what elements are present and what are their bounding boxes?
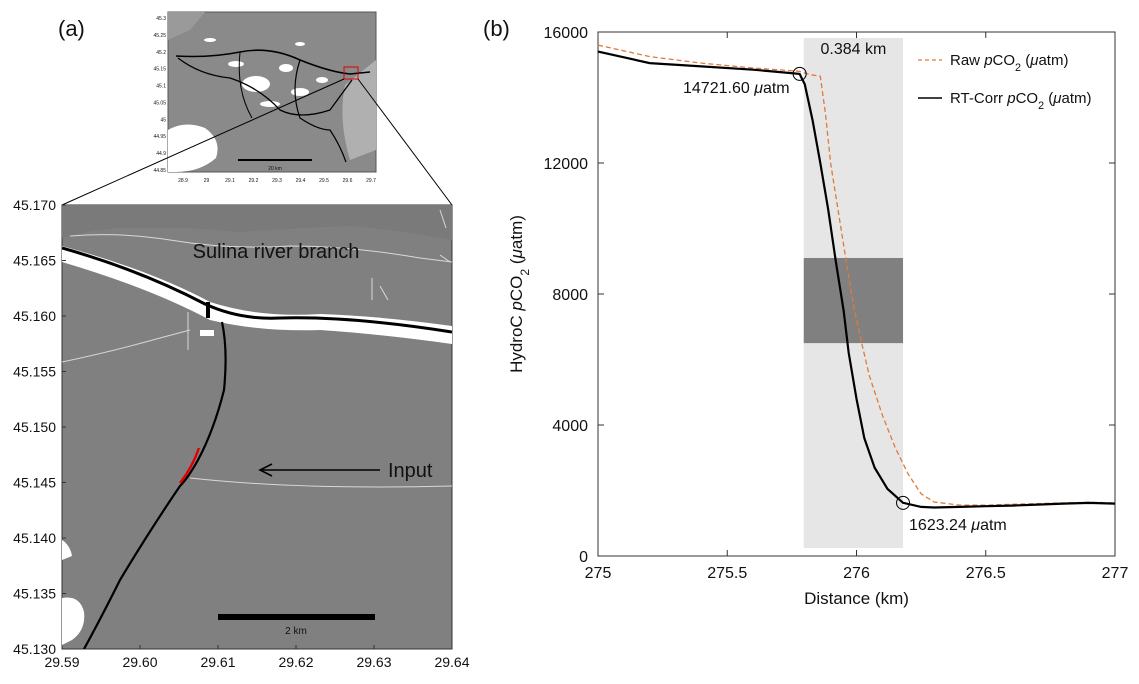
inset-lon-tick-label: 29.4 (296, 178, 306, 184)
detail-lon-tick-label: 29.64 (434, 654, 469, 670)
inset-lon-tick-label: 28.9 (178, 178, 188, 184)
inset-lake-2 (279, 64, 293, 72)
x-tick-label: 277 (1102, 565, 1129, 582)
detail-land-patch-1 (62, 540, 72, 560)
series-rtcorr-line (597, 50, 1116, 509)
inset-lon-tick-label: 29.2 (249, 178, 259, 184)
y-tick-label: 4000 (552, 418, 588, 435)
x-tick-label: 276.5 (966, 565, 1006, 582)
shaded-region-label: 0.384 km (820, 41, 886, 58)
detail-lon-tick-label: 29.61 (200, 654, 235, 670)
inset-lat-tick-label: 44.95 (153, 134, 166, 140)
zoom-line-right (357, 78, 453, 206)
x-axis-label: Distance (km) (804, 589, 909, 608)
detail-lat-tick-label: 45.130 (13, 641, 56, 657)
inset-track-west (238, 51, 253, 119)
detail-lat-tick-label: 45.135 (13, 586, 56, 602)
annotation-marker (896, 495, 911, 510)
detail-lat-ticks: 45.170 45.165 45.160 45.155 45.150 45.145 45.1… (13, 197, 66, 657)
inset-lat-tick-label: 45 (160, 117, 166, 123)
inset-lake-1 (242, 76, 270, 92)
inset-map: 20 km 45.3 45.25 45.2 45.15 45.1 45.05 45 44.95… (153, 11, 377, 184)
inset-track-north (175, 49, 371, 75)
legend-label: RT-Corr pCO2 (μatm) (950, 90, 1091, 112)
detail-small-roads (371, 209, 451, 301)
track-along-river (62, 246, 452, 334)
y-tick-label: 8000 (552, 287, 588, 304)
zoom-line-left (61, 78, 345, 206)
inset-lon-tick-label: 29.7 (366, 178, 376, 184)
inset-lake-7 (204, 38, 216, 42)
inset-study-area-box (343, 66, 359, 80)
line-chart: 0.384 km 275 275.5 276 276.5 277 0 4000 8000 1200… (507, 25, 1128, 608)
panel-a-label: (a) (58, 16, 85, 41)
inset-lon-tick-label: 29.1 (225, 178, 235, 184)
inset-lon-tick-label: 29.5 (319, 178, 329, 184)
inset-track-south (294, 59, 347, 163)
inset-lat-tick-label: 45.25 (153, 33, 166, 39)
inset-lat-ticks: 45.3 45.25 45.2 45.15 45.1 45.05 45 44.95 44.9 44… (153, 16, 166, 174)
detail-lat-tick-label: 45.160 (13, 308, 56, 324)
detail-upper-land (62, 205, 452, 240)
detail-road-input (189, 477, 452, 488)
inset-lat-tick-label: 45.1 (156, 84, 166, 90)
inset-lake-3 (228, 61, 244, 67)
inset-lon-ticks: 28.9 29 29.1 29.2 29.3 29.4 29.5 29.6 29.7 (178, 178, 376, 184)
inset-lat-tick-label: 44.9 (156, 151, 166, 157)
inset-lon-tick-label: 29 (204, 178, 210, 184)
input-label: Input (388, 460, 433, 482)
panel-b-label: (b) (483, 16, 510, 41)
river-label: Sulina river branch (193, 241, 360, 263)
series-raw-line (597, 44, 1116, 506)
inset-land-north (168, 12, 205, 40)
track-highlight-segment (179, 447, 201, 484)
inset-sea (342, 60, 376, 160)
inset-lat-tick-label: 45.15 (153, 67, 166, 73)
y-tick-label: 16000 (544, 25, 589, 42)
inset-lat-tick-label: 45.2 (156, 50, 166, 56)
y-axis-label: HydroC pCO2 (μatm) (507, 215, 532, 373)
inset-lon-tick-label: 29.6 (343, 178, 353, 184)
inset-lat-tick-label: 45.3 (156, 16, 166, 22)
inset-land-southwest (168, 124, 218, 172)
detail-lat-tick-label: 45.165 (13, 253, 56, 269)
detail-lat-tick-label: 45.150 (13, 419, 56, 435)
detail-lat-tick-label: 45.140 (13, 530, 56, 546)
detail-land-patch-2 (62, 597, 85, 645)
input-arrow-head (258, 463, 273, 477)
x-tick-label: 276 (843, 565, 870, 582)
annotation-label: 14721.60 μatm (683, 80, 790, 97)
inset-lake-4 (291, 88, 309, 96)
inset-scalebar-label: 20 km (268, 166, 282, 172)
detail-small-building (200, 330, 214, 336)
detail-scalebar-label: 2 km (285, 626, 307, 637)
x-tick-label: 275 (585, 565, 612, 582)
inset-lon-tick-label: 29.3 (272, 178, 282, 184)
detail-lat-tick-label: 45.145 (13, 475, 56, 491)
y-tick-label: 12000 (544, 156, 589, 173)
inset-lake-8 (295, 42, 305, 46)
track-to-input (83, 321, 227, 649)
inset-lat-tick-label: 45.05 (153, 100, 166, 106)
annotation-marker (792, 66, 807, 81)
detail-lon-tick-label: 29.63 (356, 654, 391, 670)
detail-road-west (62, 329, 191, 363)
detail-road-north (69, 234, 452, 263)
inset-lat-tick-label: 44.85 (153, 168, 166, 174)
legend-label: Raw pCO2 (μatm) (950, 52, 1068, 74)
detail-lat-tick-label: 45.155 (13, 364, 56, 380)
detail-lon-tick-label: 29.59 (44, 654, 79, 670)
detail-lon-ticks: 29.59 29.60 29.61 29.62 29.63 29.64 (44, 645, 470, 670)
y-tick-label: 0 (579, 549, 588, 566)
x-tick-label: 275.5 (707, 565, 747, 582)
detail-lat-tick-label: 45.170 (13, 197, 56, 213)
inset-track-middle (177, 57, 353, 116)
detail-map: Sulina river branch Input 2 km 45.17045.… (13, 197, 470, 670)
detail-lon-tick-label: 29.62 (278, 654, 313, 670)
inset-lake-6 (316, 77, 328, 83)
detail-lon-tick-label: 29.60 (122, 654, 157, 670)
annotation-label: 1623.24 μatm (909, 517, 1007, 534)
